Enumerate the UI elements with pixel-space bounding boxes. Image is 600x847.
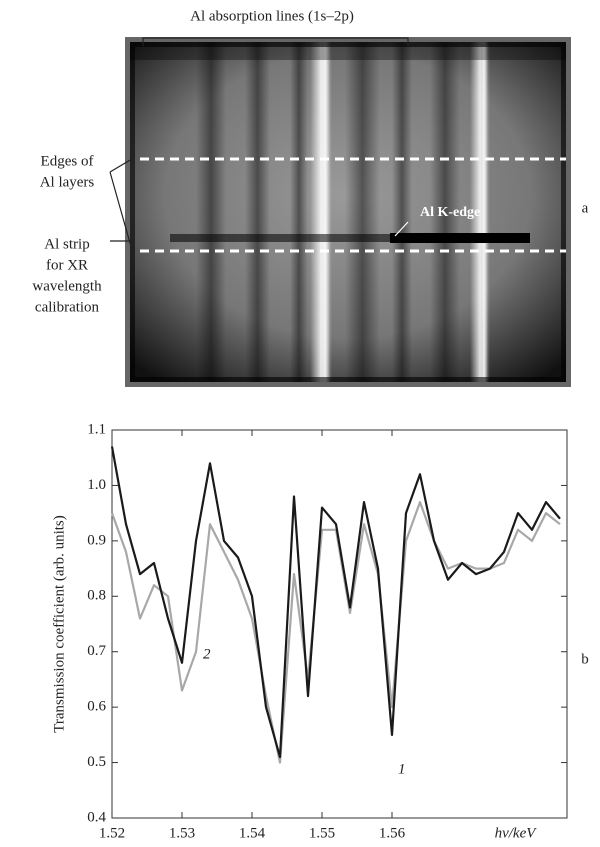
label-line: Al layers [40, 174, 95, 190]
x-axis-label: hν/keV [495, 825, 538, 841]
edges-label: Edges of Al layers [40, 153, 95, 190]
strip-label: Al strip for XR wavelength calibration [32, 236, 102, 315]
y-tick-label: 1.1 [87, 421, 106, 437]
photo [125, 37, 571, 387]
x-tick-label: 1.56 [379, 825, 406, 841]
y-tick-label: 0.9 [87, 532, 106, 548]
x-tick-label: 1.52 [99, 825, 125, 841]
y-tick-label: 0.5 [87, 754, 106, 770]
photo-header: Al absorption lines (1s–2p) [190, 8, 354, 24]
plot-frame [111, 429, 568, 819]
y-tick-label: 0.4 [87, 809, 106, 825]
chart: 0.4 0.5 0.6 0.7 0.8 0.9 1.0 1.1 1.52 1.53 1.54 1.55… [51, 421, 568, 841]
callouts [109, 37, 409, 251]
label-line: Edges of [41, 153, 94, 169]
panel-label: b [581, 651, 589, 667]
k-edge-label: Al K-edge [420, 205, 480, 220]
y-tick-label: 0.6 [87, 699, 106, 715]
label-line: wavelength [32, 278, 102, 294]
series-label: 2 [203, 646, 211, 662]
label-line: calibration [35, 299, 100, 315]
series-label: 1 [398, 761, 406, 777]
series-line [110, 446, 561, 759]
x-tick-label: 1.54 [239, 825, 266, 841]
label-line: for XR [46, 257, 88, 273]
label-line: Al strip [44, 236, 89, 252]
series-line [110, 501, 561, 764]
y-axis-label: Transmission coefficient (arb. units) [51, 515, 67, 732]
y-tick-label: 1.0 [87, 477, 106, 493]
panel-label: a [582, 200, 589, 216]
x-tick-label: 1.53 [169, 825, 195, 841]
y-tick-label: 0.8 [87, 588, 106, 604]
x-tick-label: 1.55 [309, 825, 335, 841]
y-tick-label: 0.7 [87, 643, 106, 659]
